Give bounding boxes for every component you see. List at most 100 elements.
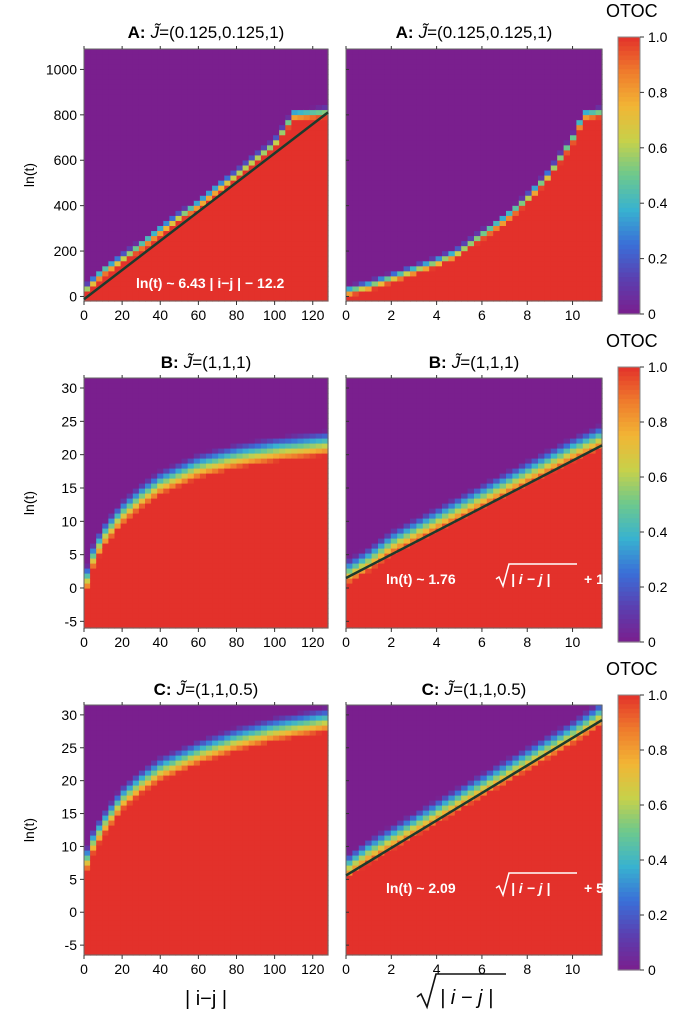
- heatmap-cell: [212, 245, 219, 252]
- heatmap-cell: [181, 124, 189, 131]
- heatmap-cell: [435, 109, 443, 116]
- heatmap-cell: [151, 488, 158, 494]
- heatmap-cell: [108, 200, 116, 206]
- heatmap-cell: [557, 200, 565, 206]
- heatmap-cell: [390, 215, 398, 221]
- heatmap-cell: [273, 114, 280, 121]
- heatmap-cell: [138, 164, 146, 171]
- heatmap-cell: [390, 255, 398, 262]
- heatmap-cell: [145, 159, 152, 166]
- heatmap-cell: [595, 215, 603, 221]
- heatmap-cell: [390, 195, 398, 201]
- heatmap-cell: [138, 593, 146, 599]
- heatmap-cell: [145, 210, 152, 216]
- heatmap-cell: [169, 54, 177, 60]
- heatmap-cells: [346, 49, 603, 302]
- heatmap-cell: [102, 463, 109, 469]
- heatmap-cell: [193, 119, 201, 126]
- heatmap-cell: [550, 195, 558, 201]
- heatmap-cell: [303, 139, 311, 146]
- heatmap-cell: [90, 413, 97, 419]
- heatmap-cell: [96, 220, 103, 226]
- heatmap-cell: [378, 124, 385, 131]
- heatmap-cell: [416, 280, 424, 287]
- heatmap-cell: [181, 225, 189, 232]
- heatmap-cell: [303, 180, 311, 186]
- heatmap-cell: [582, 215, 590, 221]
- heatmap-cell: [582, 94, 590, 100]
- heatmap-cell: [576, 114, 584, 121]
- heatmap-cell: [114, 388, 122, 394]
- heatmap-cell: [303, 169, 311, 176]
- heatmap-cell: [365, 109, 373, 116]
- heatmap-cell: [120, 403, 128, 409]
- heatmap-cell: [442, 205, 449, 211]
- heatmap-cell: [474, 54, 481, 60]
- heatmap-cell: [260, 109, 268, 116]
- heatmap-cell: [102, 104, 109, 111]
- heatmap-cell: [358, 235, 366, 242]
- heatmap-cell: [169, 265, 177, 272]
- heatmap-cell: [84, 149, 91, 156]
- heatmap-cell: [84, 528, 91, 534]
- heatmap-cell: [384, 290, 392, 297]
- heatmap-cell: [108, 423, 116, 429]
- heatmap-cell: [212, 180, 219, 186]
- heatmap-cell: [242, 104, 250, 111]
- heatmap-cell: [230, 220, 238, 226]
- heatmap-cell: [486, 185, 494, 191]
- heatmap-cell: [230, 139, 238, 146]
- heatmap-cell: [169, 388, 177, 394]
- heatmap-cell: [181, 383, 189, 389]
- heatmap-cell: [544, 240, 552, 247]
- heatmap-cell: [397, 134, 405, 141]
- heatmap-cell: [181, 493, 189, 499]
- heatmap-cell: [429, 64, 437, 70]
- heatmap-cell: [138, 513, 146, 519]
- heatmap-cell: [371, 69, 379, 75]
- heatmap-cell: [120, 528, 128, 534]
- heatmap-cell: [84, 89, 91, 95]
- heatmap-cell: [544, 180, 552, 186]
- heatmap-cell: [544, 175, 552, 181]
- heatmap-cell: [467, 215, 475, 221]
- heatmap-cell: [102, 54, 109, 60]
- heatmap-cell: [218, 54, 225, 60]
- heatmap-cell: [230, 225, 238, 232]
- heatmap-cell: [544, 144, 552, 151]
- heatmap-cell: [193, 200, 201, 206]
- heatmap-cell: [254, 64, 262, 70]
- heatmap-cell: [589, 124, 597, 131]
- heatmap-cell: [384, 129, 392, 136]
- heatmap-cell: [493, 109, 501, 116]
- heatmap-cell: [416, 290, 424, 297]
- heatmap-cell: [169, 568, 177, 574]
- heatmap-cell: [96, 608, 103, 614]
- heatmap-cell: [84, 613, 91, 619]
- heatmap-cell: [467, 280, 475, 287]
- heatmap-cell: [474, 185, 481, 191]
- heatmap-cell: [102, 503, 109, 509]
- heatmap-cell: [145, 74, 152, 80]
- heatmap-cell: [145, 59, 152, 65]
- heatmap-cell: [145, 225, 152, 232]
- heatmap-cell: [486, 295, 494, 302]
- heatmap-cell: [96, 255, 103, 262]
- heatmap-cell: [90, 109, 97, 116]
- heatmap-cell: [403, 99, 411, 106]
- heatmap-cell: [346, 270, 353, 277]
- heatmap-cell: [169, 523, 177, 529]
- heatmap-cell: [467, 139, 475, 146]
- heatmap-cell: [467, 180, 475, 186]
- heatmap-cell: [212, 119, 219, 126]
- heatmap-cell: [576, 104, 584, 111]
- heatmap-cell: [279, 175, 286, 181]
- heatmap-cell: [163, 69, 170, 75]
- heatmap-cell: [260, 190, 268, 196]
- heatmap-cell: [273, 225, 280, 232]
- heatmap-cell: [102, 483, 109, 489]
- heatmap-cell: [145, 89, 152, 95]
- heatmap-cell: [181, 104, 189, 111]
- heatmap-cell: [157, 225, 164, 232]
- heatmap-cell: [157, 64, 164, 70]
